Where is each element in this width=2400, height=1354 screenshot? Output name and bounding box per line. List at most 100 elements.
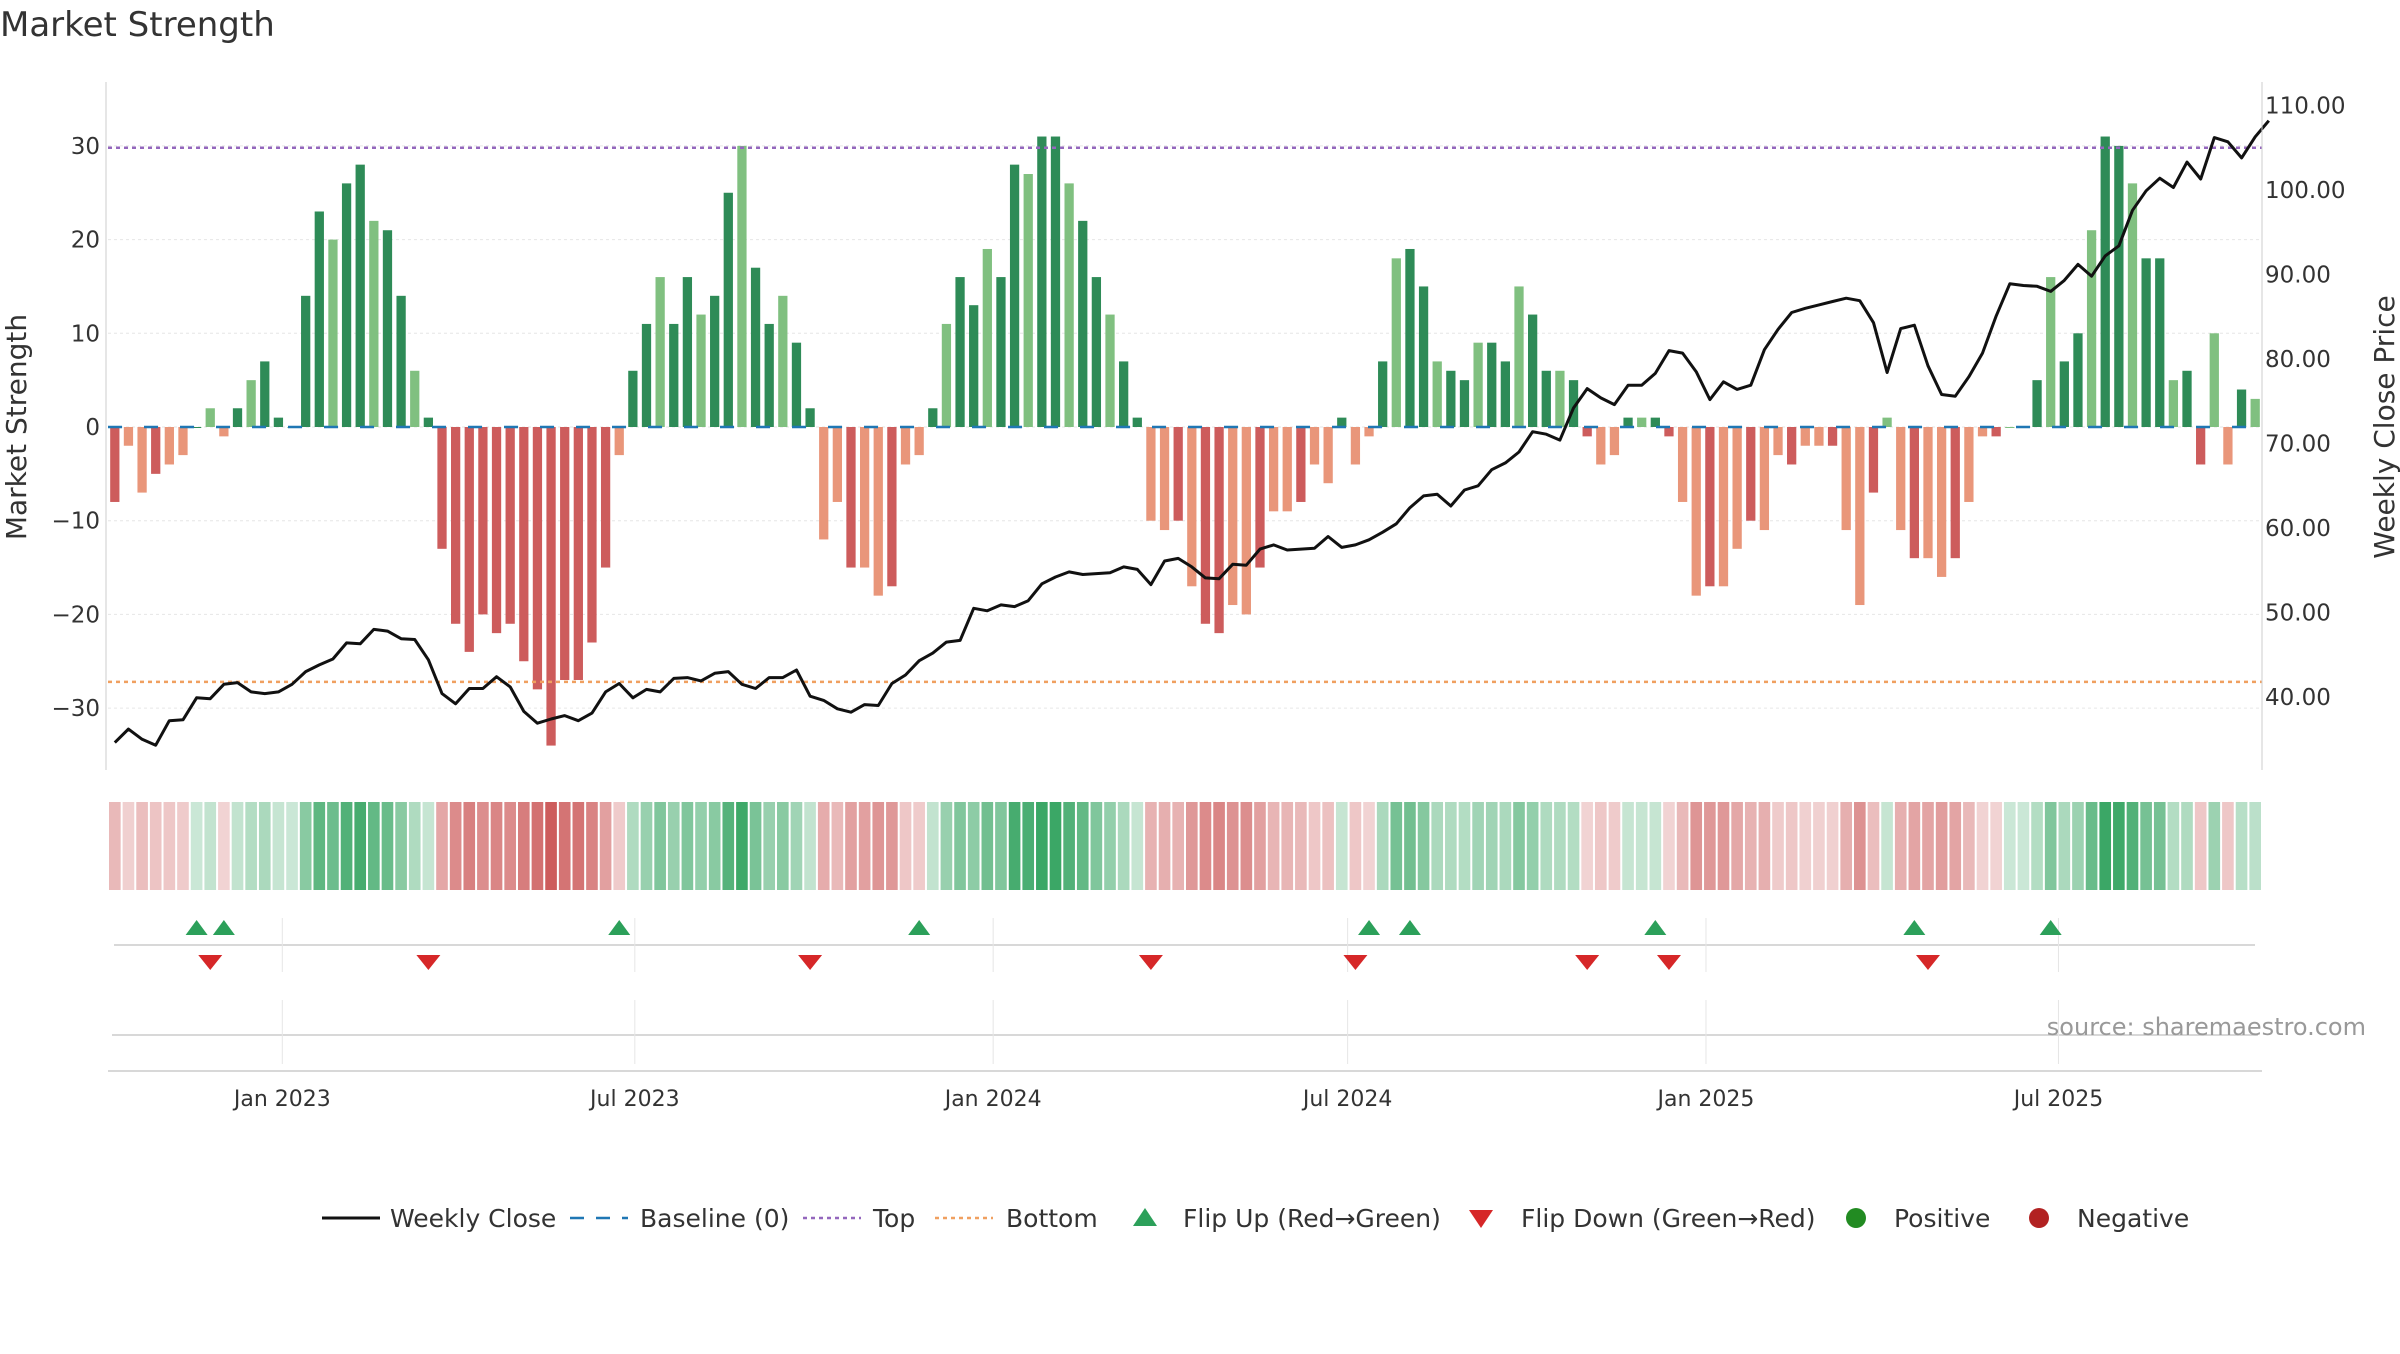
strip-cell [1717,802,1730,890]
strength-bar [669,323,679,427]
strength-bar [1418,286,1429,427]
strength-bar [1568,380,1579,427]
strip-cell [1731,802,1743,890]
strength-bar [2086,230,2097,427]
strength-bar [750,267,761,427]
strength-bar [1541,370,1551,427]
strength-strip [109,802,2261,890]
strength-bar [1637,417,1647,427]
strip-cell [422,802,435,890]
strip-cell [1295,802,1307,890]
strength-bar [900,427,911,465]
strip-cell [954,802,966,890]
legend-swatch-flip-down [1469,1210,1493,1228]
legend-label: Weekly Close [390,1204,556,1233]
legend-item: Positive [1846,1204,1990,1233]
strength-bar [341,183,352,427]
strip-cell [218,802,230,890]
strength-bar [696,314,706,427]
strip-cell [613,802,626,890]
strip-cell [817,802,830,890]
strip-cell [354,802,367,890]
strip-cell [1076,802,1089,890]
strip-cell [1172,802,1184,890]
strip-cell [1254,802,1266,890]
strength-bar [396,295,406,427]
y-tick-label-left: −30 [51,696,100,722]
strip-cell [640,802,653,890]
legend-item: Bottom [935,1204,1098,1233]
strength-bar [955,277,965,427]
strength-bar [2209,333,2219,427]
strip-cell [1036,802,1048,890]
legend-swatch-positive [1846,1208,1866,1228]
strength-bar [737,145,747,427]
strength-bar [464,427,474,652]
strip-cell [2003,802,2016,890]
strip-cell [2044,802,2057,890]
strength-bar [519,427,529,662]
strength-bar [328,239,338,427]
strip-cell [190,802,203,890]
strength-bar [1923,427,1933,559]
strip-cell [1008,802,1021,890]
strength-bar [532,427,543,690]
strength-bar [246,380,256,427]
strip-cell [408,802,421,890]
strength-bar [887,427,897,587]
strength-bar [1173,427,1183,521]
strength-bar [2236,389,2247,427]
strength-bar [2168,380,2179,427]
flip-up-marker [212,920,235,935]
strip-cell [2085,802,2098,890]
strength-bar [2059,361,2069,427]
strip-cell [1881,802,1893,890]
strength-bar [1023,174,1033,427]
strength-bar [1950,427,1960,559]
strip-cell [258,802,271,890]
y-tick-label-right: 50.00 [2265,601,2331,627]
strength-bar [778,295,788,427]
strength-bar [873,427,883,596]
strip-cell [1554,802,1566,890]
strength-bar [1705,427,1715,587]
strength-bar [1459,380,1470,427]
strength-bar [1555,370,1565,427]
strength-bar [1378,361,1388,427]
strength-bar [1364,427,1374,437]
strip-cell [1349,802,1362,890]
strength-bar [355,164,365,427]
strength-bar [996,277,1006,427]
strength-bar [2155,258,2165,427]
strip-cell [2072,802,2084,890]
strip-cell [2194,802,2207,890]
strip-cell [1131,802,1144,890]
y-tick-label-left: 0 [85,415,100,441]
y-tick-label-left: 20 [71,228,100,254]
strength-bar [1037,136,1047,427]
strength-bar [1691,427,1701,596]
strip-cell [109,802,121,890]
strength-bar [232,408,243,427]
strength-bar [437,427,447,549]
strip-cell [327,802,339,890]
strength-bar [2223,427,2233,465]
strip-cell [1158,802,1171,890]
strip-cell [1567,802,1580,890]
strength-bar [369,220,379,427]
strip-cell [1186,802,1198,890]
strength-bar [1119,361,1129,427]
legend-item: Flip Down (Green→Red) [1469,1204,1816,1233]
legend-swatch-negative [2029,1208,2049,1228]
strength-bar [2046,277,2056,427]
strip-cell [627,802,639,890]
strip-cell [1404,802,1416,890]
strip-cell [2235,802,2248,890]
strip-cell [1976,802,1989,890]
strip-cell [204,802,217,890]
strength-bar [423,417,434,427]
strength-bar [560,427,570,680]
strength-bar [614,427,624,456]
strip-cell [1990,802,2002,890]
strength-bar [1814,427,1824,446]
